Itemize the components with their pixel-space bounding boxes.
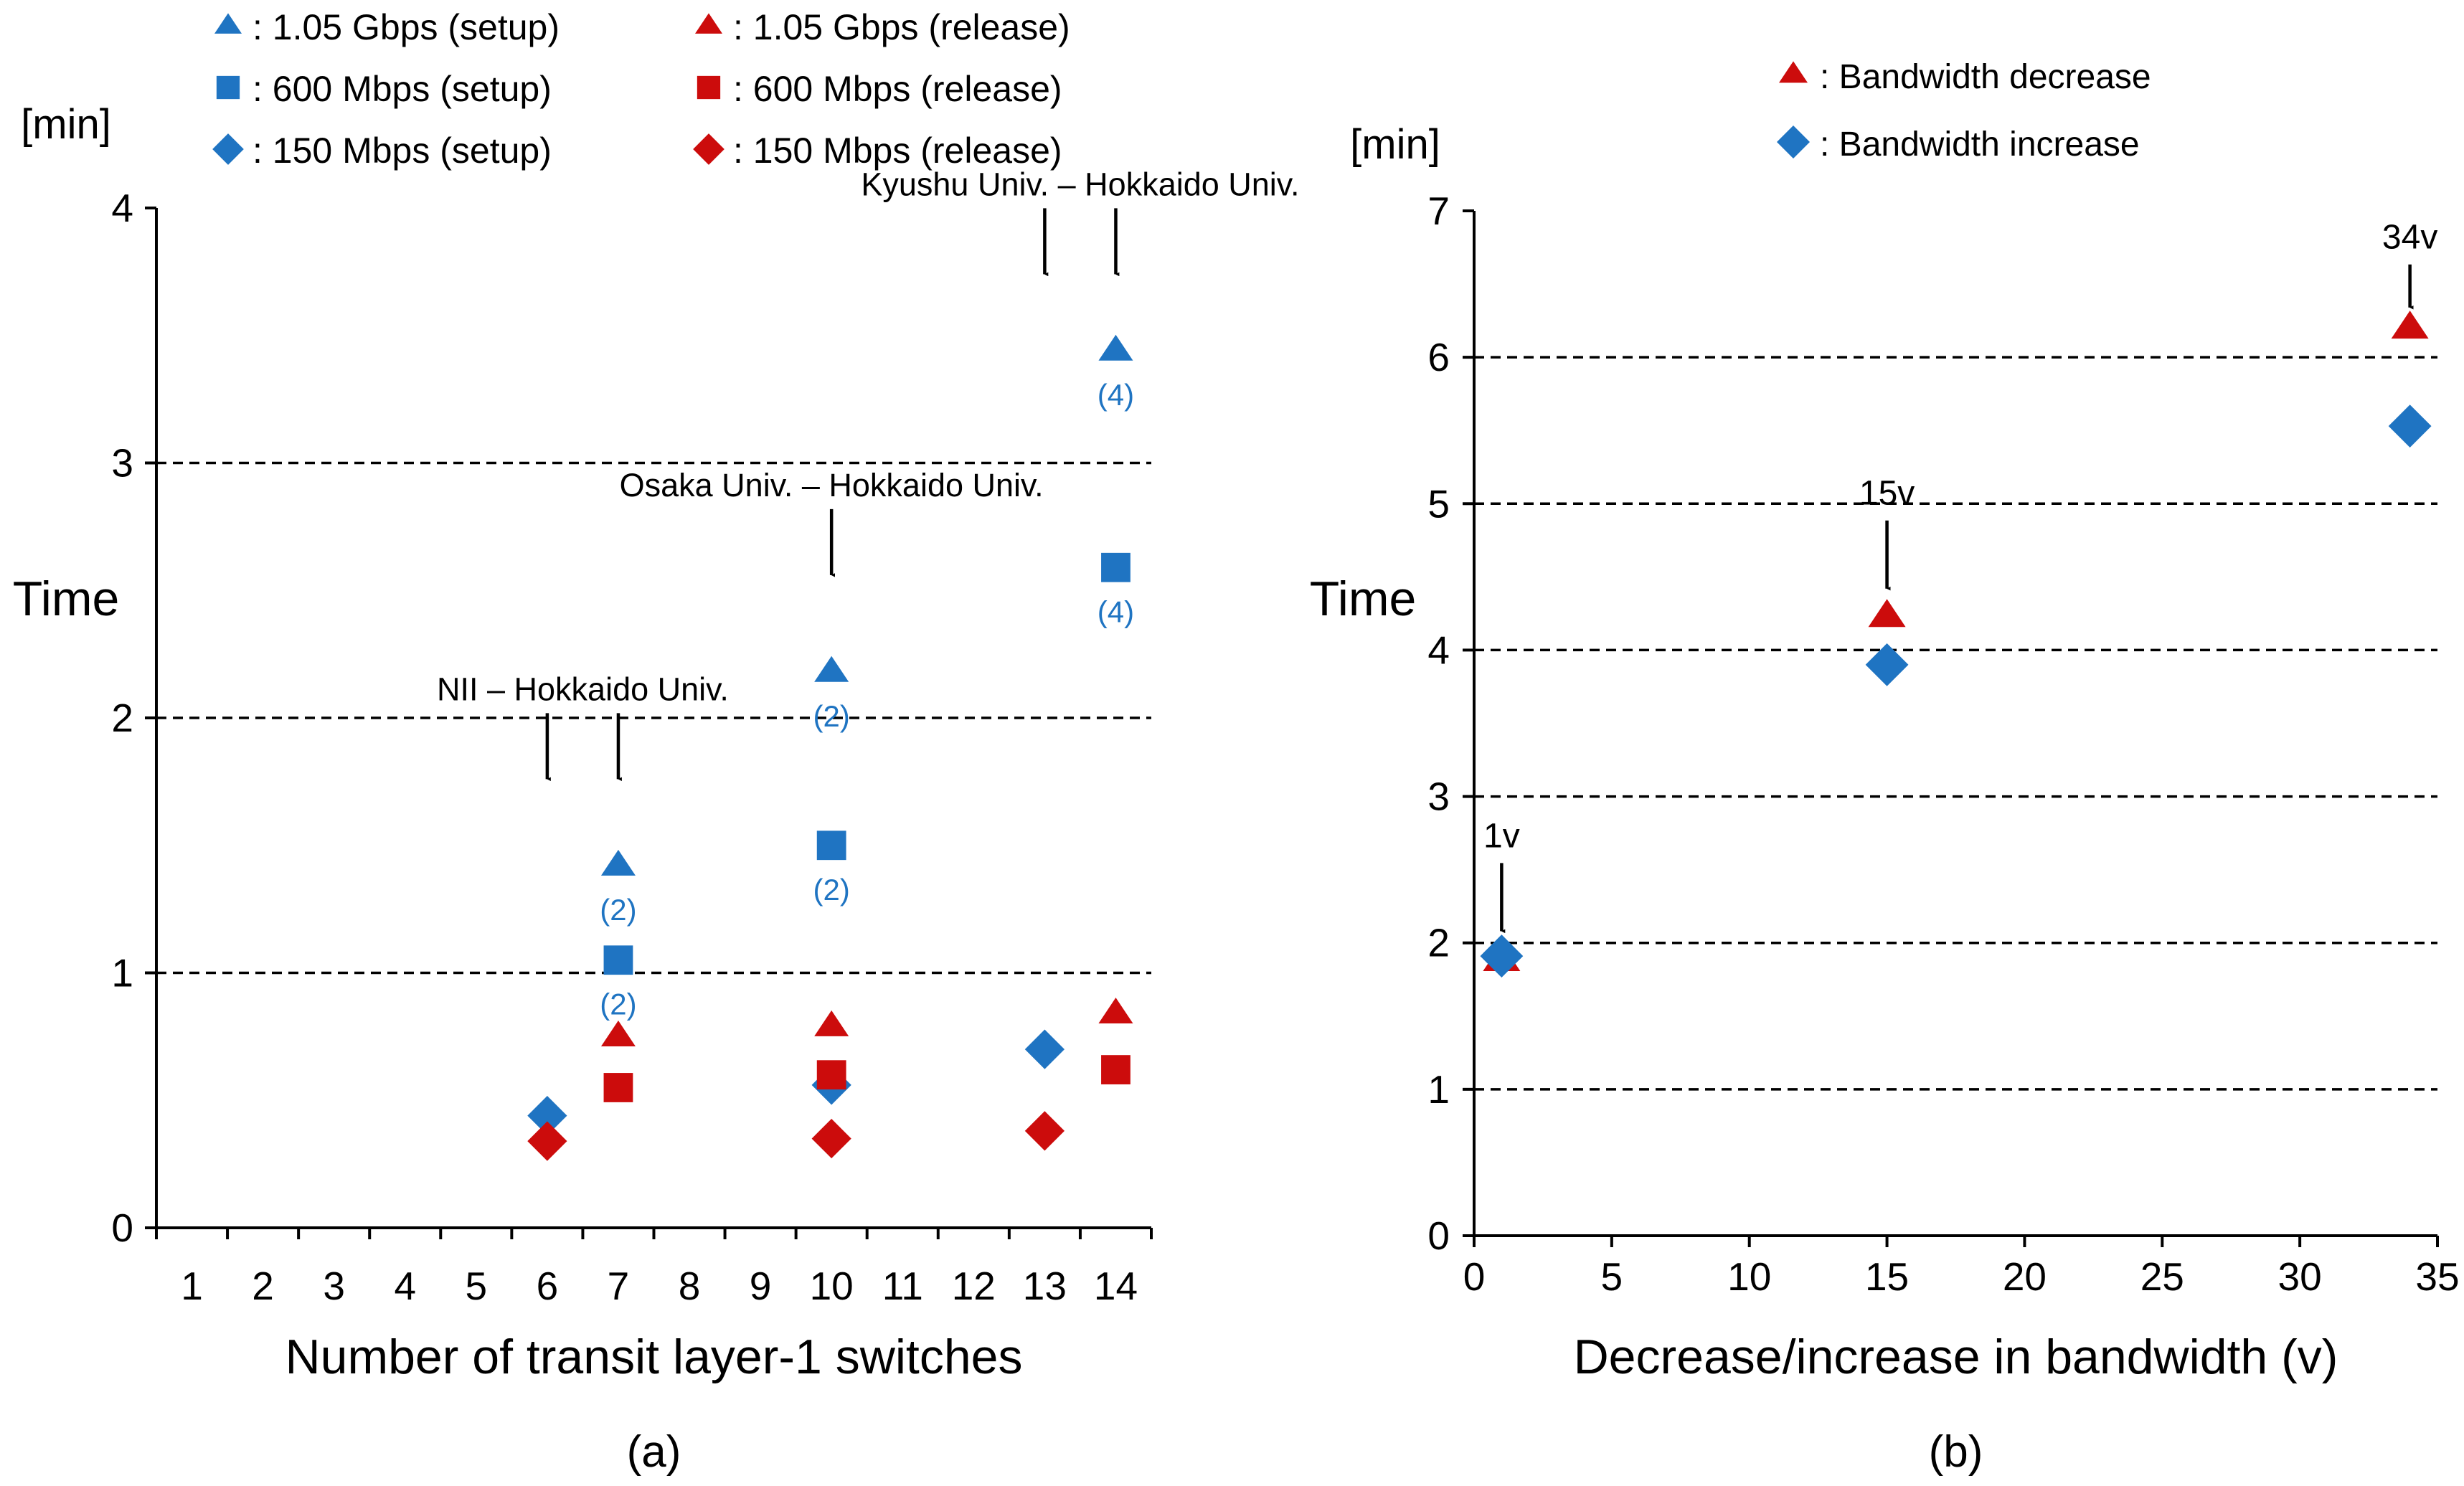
- data-point: [1098, 334, 1133, 361]
- x-tick-label: 20: [2003, 1254, 2047, 1299]
- data-point: [1101, 552, 1130, 582]
- data-point: [603, 1073, 633, 1102]
- panel-label: (a): [627, 1427, 681, 1477]
- data-point: [816, 830, 846, 861]
- x-tick-label: 35: [2415, 1254, 2459, 1299]
- x-tick-label: 0: [1463, 1254, 1486, 1299]
- x-tick-label: 5: [1601, 1254, 1623, 1299]
- x-tick-label: 30: [2278, 1254, 2322, 1299]
- data-point: [1865, 643, 1909, 686]
- y-tick-label: 3: [111, 441, 133, 486]
- data-point: [1024, 1029, 1065, 1069]
- point-label: (2): [813, 699, 850, 733]
- x-tick-label: 8: [679, 1264, 701, 1308]
- data-point: [600, 1021, 636, 1047]
- legend-label: : 150 Mbps (setup): [252, 131, 552, 171]
- point-label: (4): [1098, 595, 1134, 628]
- y-axis-title: Time: [13, 572, 120, 626]
- y-tick-label: 2: [111, 696, 133, 740]
- y-tick-label: 1: [111, 951, 133, 995]
- data-point: [1868, 599, 1906, 628]
- data-point: [2388, 404, 2432, 448]
- x-tick-label: 14: [1094, 1264, 1138, 1308]
- chart-b: 0 1 2 3 4 5 6 7 0 5 10 15 20 25 30 35 [min] Time Decrease/…: [1310, 58, 2460, 1477]
- y-tick-label: 4: [111, 186, 133, 230]
- legend-label: : Bandwidth decrease: [1820, 58, 2151, 96]
- x-tick-label: 13: [1023, 1264, 1067, 1308]
- data-point: [603, 945, 633, 975]
- y-tick-label: 0: [1427, 1213, 1450, 1258]
- legend-marker: [697, 75, 721, 100]
- point-label: (4): [1098, 378, 1134, 412]
- data-point: [814, 656, 849, 682]
- data-point: [1480, 934, 1524, 978]
- x-tick-label: 10: [1727, 1254, 1771, 1299]
- data-point: [1101, 1055, 1130, 1084]
- y-tick-label: 2: [1427, 921, 1450, 965]
- x-axis-title: Number of transit layer-1 switches: [285, 1330, 1023, 1384]
- x-tick-label: 11: [882, 1264, 923, 1308]
- legend-marker: [1777, 126, 1810, 158]
- annotation-label: Osaka Univ. – Hokkaido Univ.: [620, 467, 1044, 503]
- annotation-label: Kyushu Univ. – Hokkaido Univ.: [861, 166, 1299, 202]
- data-point: [1098, 998, 1133, 1024]
- data-point: [600, 849, 636, 876]
- y-axis-title: Time: [1310, 572, 1417, 626]
- legend-label: : 600 Mbps (release): [733, 69, 1062, 109]
- x-tick-label: 3: [323, 1264, 345, 1308]
- point-label: (2): [813, 873, 850, 907]
- legend-label: : 1.05 Gbps (release): [733, 7, 1070, 47]
- y-axis-unit: [min]: [1350, 121, 1440, 168]
- panel-label: (b): [1929, 1427, 1983, 1477]
- x-tick-label: 7: [608, 1264, 630, 1308]
- x-tick-label: 10: [810, 1264, 854, 1308]
- data-point: [1024, 1111, 1065, 1151]
- annotation-label: 15v: [1859, 475, 1915, 513]
- legend-marker: [216, 75, 240, 100]
- y-tick-label: 1: [1427, 1067, 1450, 1112]
- data-point: [527, 1121, 567, 1161]
- annotation-label: 1v: [1483, 817, 1520, 855]
- x-axis-title: Decrease/increase in bandwidth (v): [1574, 1330, 2338, 1384]
- point-label: (2): [600, 893, 636, 927]
- y-tick-label: 4: [1427, 628, 1450, 672]
- legend-label: : Bandwidth increase: [1820, 126, 2140, 164]
- x-tick-label: 2: [252, 1264, 274, 1308]
- y-tick-label: 5: [1427, 481, 1450, 526]
- y-tick-label: 6: [1427, 335, 1450, 379]
- data-point: [811, 1118, 851, 1159]
- x-tick-label: 6: [537, 1264, 559, 1308]
- legend-marker: [695, 13, 722, 34]
- data-point: [527, 1095, 567, 1136]
- x-tick-label: 15: [1865, 1254, 1909, 1299]
- x-tick-label: 9: [750, 1264, 772, 1308]
- data-point: [814, 1010, 849, 1036]
- legend-marker: [212, 133, 244, 165]
- y-tick-label: 0: [111, 1206, 133, 1250]
- x-tick-label: 5: [466, 1264, 488, 1308]
- legend-label: : 600 Mbps (setup): [252, 69, 552, 109]
- point-label: (2): [600, 988, 636, 1021]
- x-tick-label: 12: [952, 1264, 996, 1308]
- data-point: [2391, 311, 2429, 339]
- y-axis-unit: [min]: [21, 101, 111, 148]
- legend-label: : 150 Mbps (release): [733, 131, 1062, 171]
- data-point: [816, 1060, 846, 1090]
- legend-marker: [1779, 61, 1808, 83]
- y-tick-label: 3: [1427, 775, 1450, 819]
- annotation-label: 34v: [2382, 219, 2437, 257]
- x-tick-label: 4: [394, 1264, 416, 1308]
- x-tick-label: 25: [2140, 1254, 2184, 1299]
- legend-label: : 1.05 Gbps (setup): [252, 7, 560, 47]
- legend-marker: [214, 13, 242, 34]
- y-tick-label: 7: [1427, 189, 1450, 233]
- annotation-label: NII – Hokkaido Univ.: [437, 671, 729, 707]
- legend-marker: [693, 133, 724, 165]
- x-tick-label: 1: [181, 1264, 203, 1308]
